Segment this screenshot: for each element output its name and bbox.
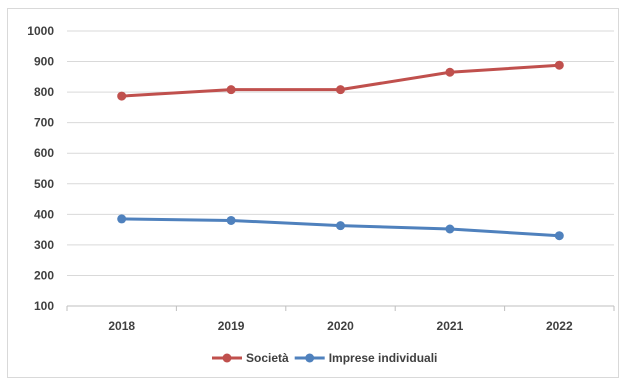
y-tick-label: 200 [34, 268, 54, 282]
y-tick-label: 100 [34, 299, 54, 313]
y-tick-label: 400 [34, 207, 54, 221]
data-point [445, 67, 455, 77]
data-point [445, 224, 455, 234]
x-tick-label: 2022 [546, 319, 573, 333]
data-point [226, 85, 236, 95]
y-tick-label: 700 [34, 116, 54, 130]
x-tick-label: 2018 [108, 319, 135, 333]
y-tick-label: 600 [34, 146, 54, 160]
data-point [554, 231, 564, 241]
gridlines [67, 30, 614, 307]
data-point [554, 60, 564, 70]
data-point [226, 215, 236, 225]
legend-label: Imprese individuali [329, 351, 438, 365]
y-tick-label: 300 [34, 238, 54, 252]
data-point [336, 221, 345, 231]
data-point [117, 214, 127, 224]
legend-item-1: Imprese individuali [294, 351, 438, 365]
y-tick-label: 800 [34, 85, 54, 99]
legend-item-0: Società [212, 351, 289, 365]
x-tick-label: 2020 [327, 319, 354, 333]
data-point [336, 85, 345, 95]
series-group [117, 60, 564, 241]
legend: Società Imprese individuali [212, 351, 437, 365]
x-axis: 2018 2019 2020 2021 2022 [66, 306, 615, 333]
y-tick-label: 500 [34, 177, 54, 191]
x-tick-label: 2021 [437, 319, 464, 333]
x-tick-label: 2019 [218, 319, 245, 333]
legend-swatch-marker [305, 353, 315, 363]
y-axis: 1000 900 800 700 600 500 400 300 200 100 [27, 24, 54, 313]
data-point [117, 91, 127, 101]
chart-frame [7, 8, 619, 378]
y-tick-label: 900 [34, 55, 54, 69]
legend-swatch-marker [222, 353, 232, 363]
legend-label: Società [246, 351, 289, 365]
y-tick-label: 1000 [27, 24, 54, 38]
